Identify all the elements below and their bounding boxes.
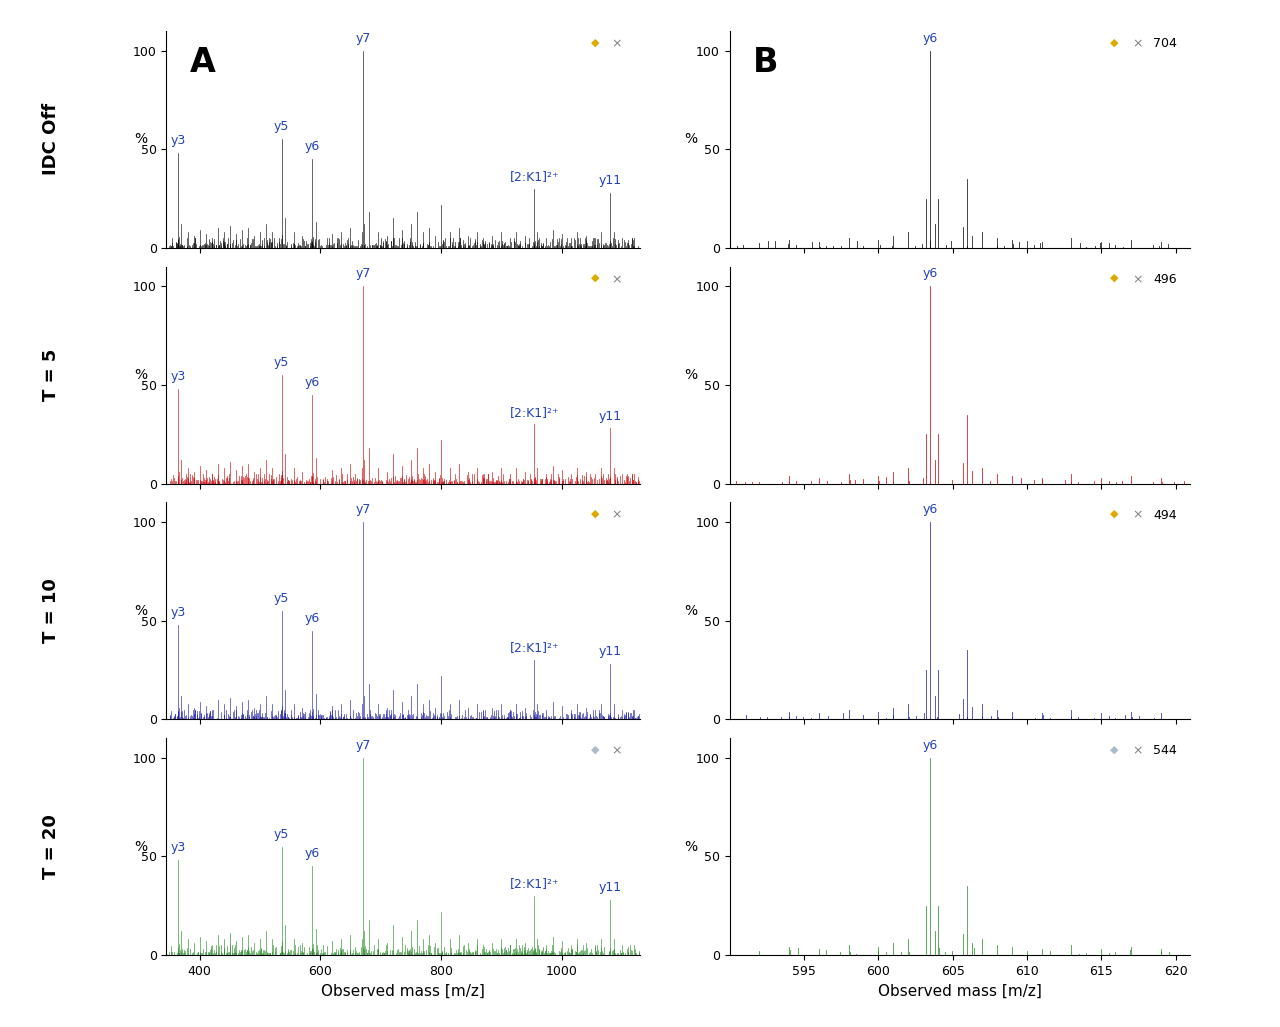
Text: y11: y11 <box>598 174 621 187</box>
Text: ◆: ◆ <box>591 37 599 47</box>
Y-axis label: %: % <box>134 368 147 382</box>
Text: y7: y7 <box>356 267 371 280</box>
Y-axis label: %: % <box>134 839 147 853</box>
Text: ◆: ◆ <box>1110 273 1119 283</box>
X-axis label: Observed mass [m/z]: Observed mass [m/z] <box>878 984 1042 998</box>
Text: y3: y3 <box>170 606 186 618</box>
Text: ×: × <box>1132 745 1143 758</box>
Text: y3: y3 <box>170 841 186 854</box>
Text: T = 5: T = 5 <box>42 349 60 402</box>
Text: IDC Off: IDC Off <box>42 104 60 176</box>
Text: T = 20: T = 20 <box>42 814 60 879</box>
Text: ×: × <box>1132 273 1143 287</box>
Text: 704: 704 <box>1153 37 1176 50</box>
Text: ◆: ◆ <box>591 508 599 519</box>
Text: y7: y7 <box>356 32 371 44</box>
Text: ×: × <box>611 273 622 287</box>
Text: y3: y3 <box>170 370 186 383</box>
Text: y5: y5 <box>274 120 289 134</box>
Text: y6: y6 <box>923 738 938 752</box>
Text: 496: 496 <box>1153 273 1176 287</box>
Text: ◆: ◆ <box>591 745 599 755</box>
Text: 494: 494 <box>1153 508 1176 522</box>
Text: [2:K1]²⁺: [2:K1]²⁺ <box>509 169 559 183</box>
Text: [2:K1]²⁺: [2:K1]²⁺ <box>509 877 559 890</box>
Text: y5: y5 <box>274 828 289 840</box>
Text: y7: y7 <box>356 738 371 752</box>
Text: y11: y11 <box>598 881 621 893</box>
Text: y7: y7 <box>356 503 371 516</box>
Text: ×: × <box>1132 508 1143 522</box>
Text: y5: y5 <box>274 592 289 605</box>
Text: ◆: ◆ <box>1110 508 1119 519</box>
Y-axis label: %: % <box>684 839 698 853</box>
Text: ◆: ◆ <box>1110 745 1119 755</box>
Text: y3: y3 <box>170 135 186 147</box>
Y-axis label: %: % <box>684 368 698 382</box>
Text: ◆: ◆ <box>1110 37 1119 47</box>
Text: y6: y6 <box>305 612 320 624</box>
Y-axis label: %: % <box>684 132 698 147</box>
X-axis label: Observed mass [m/z]: Observed mass [m/z] <box>321 984 485 998</box>
Text: y11: y11 <box>598 645 621 658</box>
Text: ×: × <box>611 37 622 50</box>
Text: [2:K1]²⁺: [2:K1]²⁺ <box>509 641 559 654</box>
Text: y6: y6 <box>923 32 938 44</box>
Text: y6: y6 <box>305 376 320 389</box>
Text: T = 10: T = 10 <box>42 578 60 643</box>
Text: 544: 544 <box>1153 745 1176 758</box>
Y-axis label: %: % <box>134 132 147 147</box>
Text: ×: × <box>611 508 622 522</box>
Text: y6: y6 <box>923 503 938 516</box>
Text: y6: y6 <box>305 141 320 153</box>
Text: ×: × <box>1132 37 1143 50</box>
Text: B: B <box>753 46 778 79</box>
Text: ×: × <box>611 745 622 758</box>
Text: y5: y5 <box>274 356 289 369</box>
Text: [2:K1]²⁺: [2:K1]²⁺ <box>509 406 559 419</box>
Text: A: A <box>191 46 216 79</box>
Text: y6: y6 <box>923 267 938 280</box>
Text: ◆: ◆ <box>591 273 599 283</box>
Text: y6: y6 <box>305 847 320 861</box>
Y-axis label: %: % <box>684 604 698 618</box>
Y-axis label: %: % <box>134 604 147 618</box>
Text: y11: y11 <box>598 410 621 422</box>
